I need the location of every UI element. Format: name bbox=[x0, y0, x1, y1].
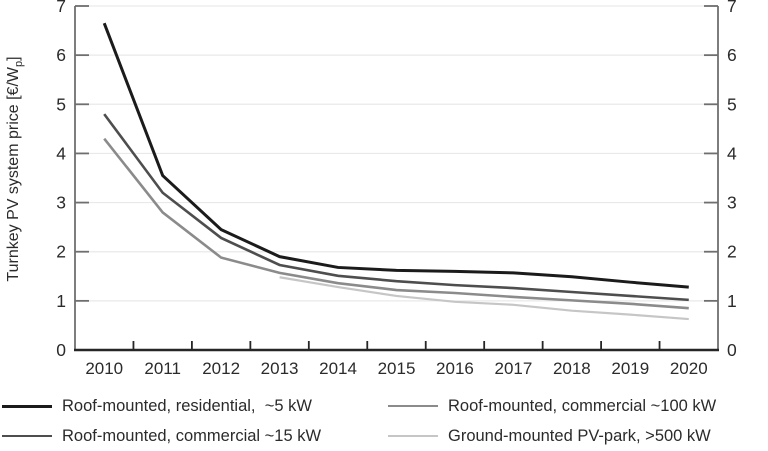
y-tick-label-right-5: 5 bbox=[727, 94, 737, 114]
line-chart-canvas: 0 0 1 1 2 2 3 3 4 4 5 5 6 6 7 7 2010 2011 2012 2013 2014 2015… bbox=[56, 0, 737, 378]
x-tick-label-2010: 2010 bbox=[85, 359, 123, 378]
x-tick-label-2017: 2017 bbox=[494, 359, 532, 378]
series-line-2 bbox=[103, 137, 689, 310]
y-tick-label-left-4: 4 bbox=[56, 143, 66, 163]
x-tick-label-2018: 2018 bbox=[553, 359, 591, 378]
y-axis-title-close-bracket: ] bbox=[5, 56, 22, 61]
x-tick-label-2015: 2015 bbox=[378, 359, 416, 378]
legend-line-swatch-black bbox=[2, 404, 52, 408]
y-axis-title: Turnkey PV system price [€/Wp] bbox=[5, 9, 27, 329]
y-tick-label-left-5: 5 bbox=[56, 94, 66, 114]
legend-item-roof-commercial-15kw: Roof-mounted, commercial ~15 kW bbox=[2, 427, 388, 446]
y-axis-title-text: Turnkey PV system price [€/W bbox=[5, 67, 22, 282]
x-tick-label-2013: 2013 bbox=[261, 359, 299, 378]
x-tick-label-2014: 2014 bbox=[319, 359, 357, 378]
x-tick-label-2019: 2019 bbox=[611, 359, 649, 378]
y-tick-label-right-0: 0 bbox=[727, 340, 737, 360]
y-tick-label-left-1: 1 bbox=[56, 291, 66, 311]
y-tick-label-left-7: 7 bbox=[56, 0, 66, 16]
legend-item-ground-pv-park-500kw: Ground-mounted PV-park, >500 kW bbox=[388, 427, 768, 446]
series-line-0 bbox=[102, 22, 689, 289]
legend-label: Roof-mounted, commercial ~100 kW bbox=[448, 396, 717, 415]
axes bbox=[74, 5, 719, 352]
series-line-1 bbox=[103, 113, 689, 302]
y-tick-label-left-0: 0 bbox=[56, 340, 66, 360]
legend-line-swatch-darkgray bbox=[2, 434, 52, 438]
legend-line-swatch-gray bbox=[388, 404, 438, 408]
x-tick-label-2012: 2012 bbox=[202, 359, 240, 378]
y-tick-label-right-4: 4 bbox=[727, 143, 737, 163]
x-tick-label-2016: 2016 bbox=[436, 359, 474, 378]
y-tick-label-right-7: 7 bbox=[727, 0, 737, 16]
legend-label: Roof-mounted, commercial ~15 kW bbox=[62, 426, 322, 445]
gridlines bbox=[75, 5, 718, 302]
series-line-3 bbox=[279, 276, 689, 321]
y-tick-label-left-3: 3 bbox=[56, 193, 66, 213]
y-tick-label-right-6: 6 bbox=[727, 45, 737, 65]
legend-line-swatch-lightgray bbox=[388, 434, 438, 438]
tick-labels: 0 0 1 1 2 2 3 3 4 4 5 5 6 6 7 7 2010 2011 2012 2013 2014 2015… bbox=[56, 0, 737, 378]
series-lines bbox=[102, 22, 689, 321]
x-tick-label-2020: 2020 bbox=[670, 359, 708, 378]
y-tick-label-right-1: 1 bbox=[727, 291, 737, 311]
y-tick-label-left-6: 6 bbox=[56, 45, 66, 65]
legend-label: Ground-mounted PV-park, >500 kW bbox=[448, 426, 711, 445]
legend-item-roof-residential-5kw: Roof-mounted, residential, ~5 kW bbox=[2, 397, 388, 416]
legend: Roof-mounted, residential, ~5 kW Roof-mo… bbox=[2, 391, 768, 451]
y-tick-label-right-3: 3 bbox=[727, 193, 737, 213]
legend-item-roof-commercial-100kw: Roof-mounted, commercial ~100 kW bbox=[388, 397, 768, 416]
x-tick-label-2011: 2011 bbox=[144, 359, 181, 378]
legend-label: Roof-mounted, residential, ~5 kW bbox=[62, 396, 312, 415]
y-axis-title-subscript: p bbox=[13, 60, 26, 67]
y-tick-label-left-2: 2 bbox=[56, 242, 66, 262]
y-tick-label-right-2: 2 bbox=[727, 242, 737, 262]
